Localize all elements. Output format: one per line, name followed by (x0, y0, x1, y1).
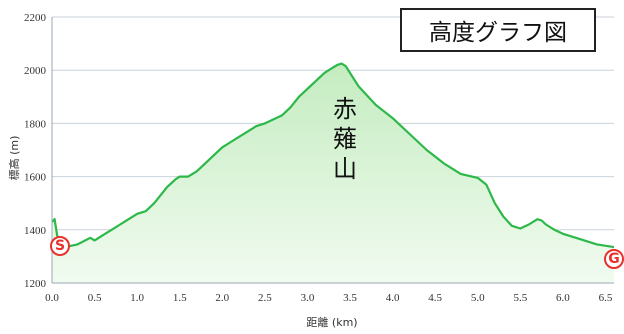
y-tick-label: 2000 (24, 65, 47, 77)
x-tick-label: 4.0 (386, 292, 400, 304)
mountain-name-char: 赤 (333, 95, 357, 123)
x-tick-labels: 0.0 0.5 1.0 1.5 2.0 2.5 3.0 3.5 4.0 4.5 5.0 5.5 6.0 6… (45, 292, 613, 304)
x-tick-label: 4.5 (428, 292, 442, 304)
y-axis-title: 標高 (m) (7, 136, 21, 181)
start-marker: S (50, 236, 70, 256)
x-axis-title: 距離 (km) (306, 315, 357, 329)
x-tick-label: 1.0 (130, 292, 144, 304)
y-tick-label: 1200 (24, 278, 47, 290)
x-tick-label: 1.5 (173, 292, 187, 304)
y-tick-label: 1400 (24, 225, 47, 237)
x-tick-label: 0.0 (45, 292, 59, 304)
elevation-area (52, 63, 614, 283)
mountain-name-char: 薙 (333, 125, 357, 153)
x-tick-label: 2.5 (258, 292, 272, 304)
chart-title: 高度グラフ図 (400, 8, 596, 52)
x-tick-label: 0.5 (88, 292, 102, 304)
y-tick-label: 1600 (24, 172, 47, 184)
y-tick-labels: 1200 1400 1600 1800 2000 2200 (24, 12, 47, 290)
x-tick-label: 6.0 (556, 292, 570, 304)
mountain-name-char: 山 (333, 155, 357, 183)
x-tick-label: 3.5 (343, 292, 357, 304)
x-tick-label: 5.5 (513, 292, 527, 304)
x-tick-label: 5.0 (471, 292, 485, 304)
x-tick-label: 2.0 (215, 292, 229, 304)
elevation-line (51, 62, 615, 249)
y-tick-label: 1800 (24, 118, 47, 130)
mountain-name-label: 赤薙山 (333, 95, 357, 183)
y-tick-label: 2200 (24, 12, 47, 24)
x-tick-label: 6.5 (599, 292, 613, 304)
goal-marker: G (604, 249, 624, 269)
x-tick-label: 3.0 (301, 292, 315, 304)
